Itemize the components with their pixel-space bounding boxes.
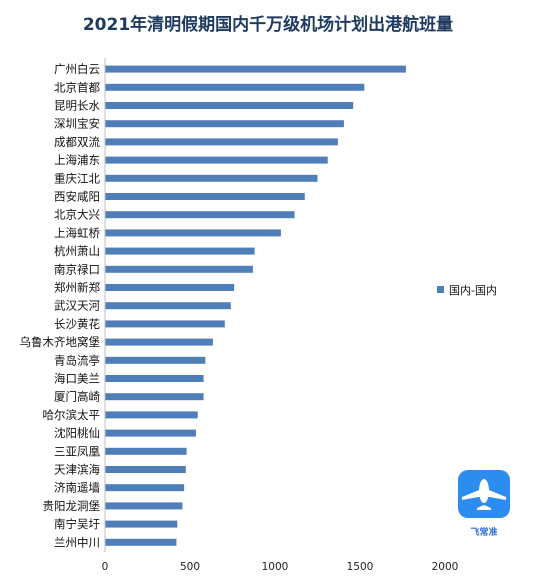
x-tick-label: 0 [102, 561, 109, 573]
bar [105, 247, 255, 255]
category-label: 青岛流亭 [54, 353, 100, 367]
category-label: 上海虹桥 [54, 226, 100, 240]
category-label: 沈阳桃仙 [54, 426, 100, 440]
category-label: 深圳宝安 [54, 117, 100, 131]
category-label: 杭州萧山 [54, 244, 100, 258]
legend-label: 国内-国内 [449, 283, 497, 297]
bar [105, 393, 204, 401]
bar [105, 229, 281, 237]
category-label: 贵阳龙洞堡 [43, 499, 101, 513]
bar [105, 356, 206, 364]
category-label: 厦门高崎 [54, 390, 100, 404]
bar [105, 65, 406, 73]
bar [105, 411, 198, 419]
category-label: 兰州中川 [54, 535, 100, 549]
bar [105, 338, 213, 346]
bar [105, 265, 253, 273]
bar [105, 174, 318, 182]
bar [105, 538, 177, 546]
x-tick-label: 500 [180, 561, 200, 573]
category-label: 武汉天河 [54, 299, 100, 313]
category-label: 上海浦东 [54, 153, 100, 167]
bar [105, 284, 235, 291]
category-label: 郑州新郑 [54, 281, 100, 295]
airplane-icon [462, 479, 506, 510]
category-label: 济南遥墙 [54, 481, 100, 495]
bar [105, 502, 183, 510]
category-label: 乌鲁木齐地窝堡 [20, 335, 101, 349]
legend-swatch [437, 286, 444, 293]
bar [105, 83, 365, 91]
category-label: 长沙黄花 [54, 317, 100, 331]
bar [105, 429, 196, 437]
category-label: 北京大兴 [54, 208, 100, 222]
bar [105, 156, 328, 164]
category-label: 南京禄口 [54, 262, 100, 276]
bar [105, 102, 354, 109]
bar [105, 520, 178, 528]
logo-footer [458, 518, 510, 544]
bar [105, 120, 344, 128]
category-label: 昆明长水 [54, 99, 100, 113]
x-axis-ticks: 0 500 1000 1500 2000 [102, 561, 459, 573]
bar [105, 447, 187, 455]
category-label: 哈尔滨太平 [43, 408, 101, 422]
chart-title: 2021年清明假期国内千万级机场计划出港航班量 [83, 14, 453, 35]
bar [105, 375, 204, 382]
x-tick-label: 1500 [347, 561, 374, 573]
category-label: 南宁吴圩 [54, 517, 100, 531]
bars-group [105, 65, 406, 546]
category-label: 成都双流 [54, 135, 100, 149]
x-tick-label: 1000 [262, 561, 289, 573]
category-label: 海口美兰 [54, 372, 100, 386]
app-logo: 飞常准 [458, 470, 510, 544]
category-label: 广州白云 [54, 62, 100, 76]
bar [105, 211, 295, 219]
x-tick-label: 2000 [432, 561, 459, 573]
category-label: 西安咸阳 [54, 190, 100, 204]
bar [105, 466, 186, 473]
bar [105, 193, 305, 200]
category-label: 北京首都 [54, 80, 100, 94]
bar [105, 302, 231, 310]
category-label: 三亚凤凰 [54, 444, 100, 458]
logo-text: 飞常准 [470, 526, 497, 538]
legend: 国内-国内 [437, 283, 497, 297]
bar [105, 484, 185, 492]
bar [105, 138, 338, 146]
bar [105, 320, 225, 328]
category-label: 重庆江北 [54, 171, 100, 185]
category-label: 天津滨海 [54, 463, 100, 477]
category-labels: 广州白云北京首都昆明长水深圳宝安成都双流上海浦东重庆江北西安咸阳北京大兴上海虹桥… [20, 62, 101, 549]
